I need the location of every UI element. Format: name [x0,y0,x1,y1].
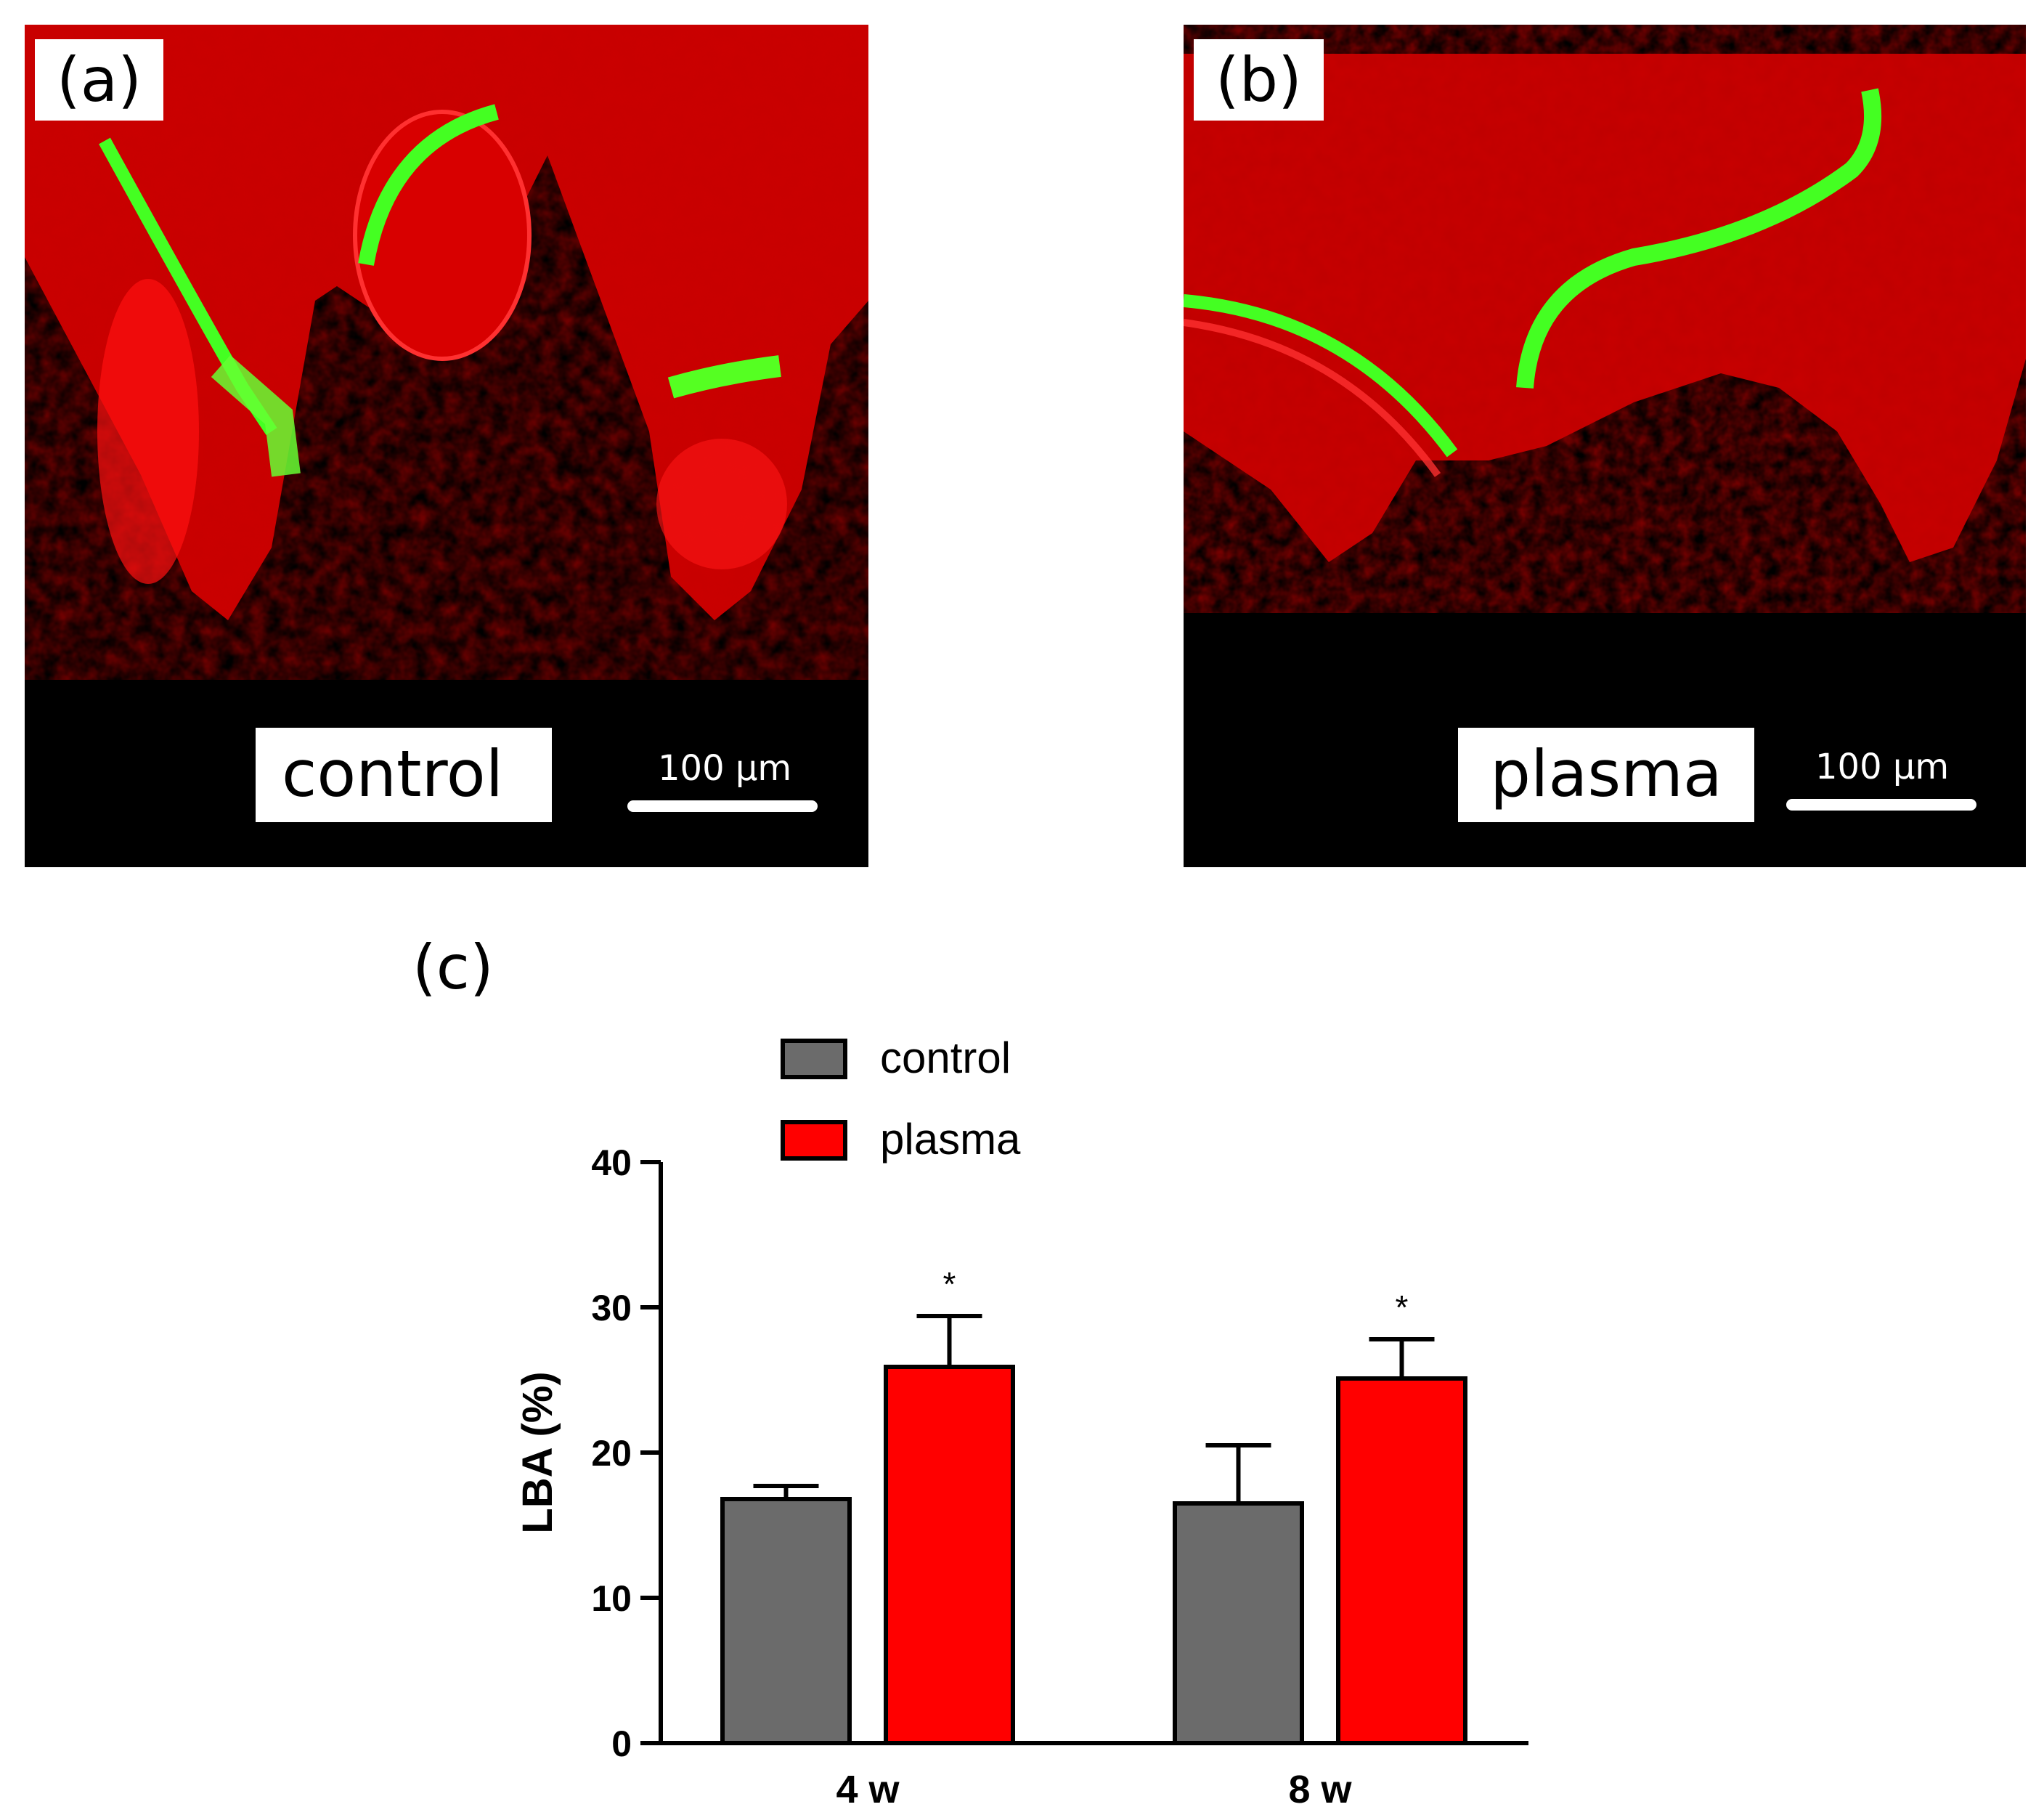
x-tick-label: 8 w [1288,1768,1352,1807]
y-tick-label: 40 [591,1142,632,1183]
y-tick-label: 20 [591,1433,632,1474]
micrograph-plasma-panel: (b) plasma 100 µm [1184,25,2026,867]
control-micrograph-image [25,25,868,620]
micrograph-control-panel: (a) control 100 µm [25,25,868,867]
scale-bar [1786,799,1976,811]
y-tick-label: 30 [591,1288,632,1328]
y-tick-label: 0 [611,1723,632,1764]
scale-bar-label: 100 µm [1815,747,1950,787]
bar-plasma [1336,1376,1467,1745]
panel-b-tag: (b) [1194,39,1324,121]
control-condition-label: control [256,728,552,822]
y-axis-label: LBA (%) [514,1371,561,1533]
panel-a-tag: (a) [35,39,164,121]
scale-bar-label: 100 µm [658,748,792,789]
panel-c-tag: (c) [412,932,494,1003]
plasma-condition-label: plasma [1458,728,1754,822]
legend-swatch-control [781,1039,847,1079]
bar-control [1173,1501,1304,1745]
x-tick-label: 4 w [836,1768,900,1807]
bar-control [720,1497,852,1745]
plasma-micrograph-image [1184,54,2026,562]
legend-label-plasma: plasma [880,1115,1021,1164]
scale-bar [627,800,818,812]
y-tick-label: 10 [591,1578,632,1619]
bar-plasma [884,1365,1015,1745]
legend-label-control: control [880,1034,1011,1082]
significance-marker: * [1396,1288,1409,1326]
legend-swatch-plasma [781,1120,847,1161]
significance-marker: * [943,1265,956,1303]
